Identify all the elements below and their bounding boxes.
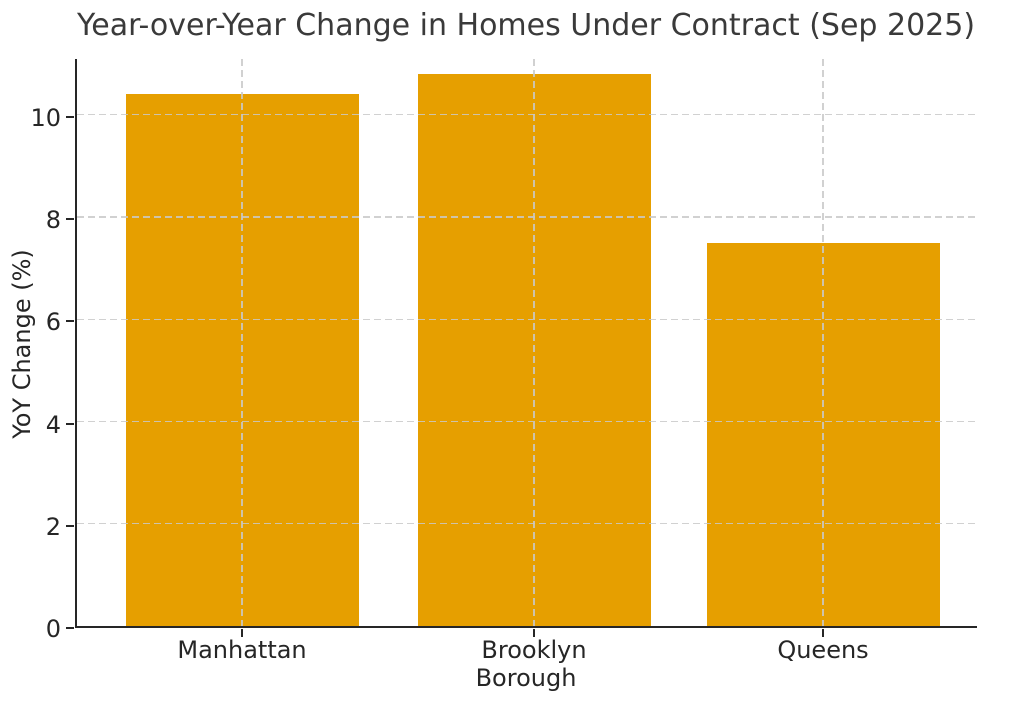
y-gridline-10 (77, 114, 977, 116)
chart-title: Year-over-Year Change in Homes Under Con… (76, 8, 976, 43)
x-tick-mark-queens (822, 629, 824, 637)
y-tick-label-6: 6 (45, 308, 61, 337)
x-tick-mark-brooklyn (533, 629, 535, 637)
y-tick-mark-8 (66, 218, 74, 220)
x-tick-mark-manhattan (241, 629, 243, 637)
y-gridline-4 (77, 420, 977, 423)
y-tick-mark-6 (66, 320, 74, 323)
x-axis-label: Borough (475, 664, 577, 692)
y-tick-label-2: 2 (45, 512, 61, 541)
y-tick-label-0: 0 (45, 615, 61, 643)
y-gridline-8 (77, 216, 977, 218)
y-tick-label-4: 4 (45, 410, 61, 439)
x-tick-label-brooklyn: Brooklyn (481, 636, 587, 664)
x-gridline-queens (822, 59, 824, 626)
y-tick-mark-2 (66, 524, 74, 527)
y-axis-label: YoY Change (%) (8, 249, 36, 439)
y-tick-label-10: 10 (30, 103, 61, 132)
y-tick-mark-10 (66, 115, 74, 118)
plot-area: 0 2 4 6 8 10 Manhattan Brooklyn Queens (30, 59, 977, 662)
x-gridline-brooklyn (533, 59, 535, 626)
y-gridline-2 (77, 523, 977, 525)
x-tick-label-queens: Queens (777, 636, 869, 664)
x-tick-label-manhattan: Manhattan (177, 636, 307, 664)
x-gridline-manhattan (241, 59, 243, 626)
y-tick-label-8: 8 (45, 206, 61, 234)
y-tick-mark-4 (66, 422, 74, 425)
y-tick-mark-0 (66, 627, 74, 629)
y-gridline-6 (77, 318, 977, 320)
